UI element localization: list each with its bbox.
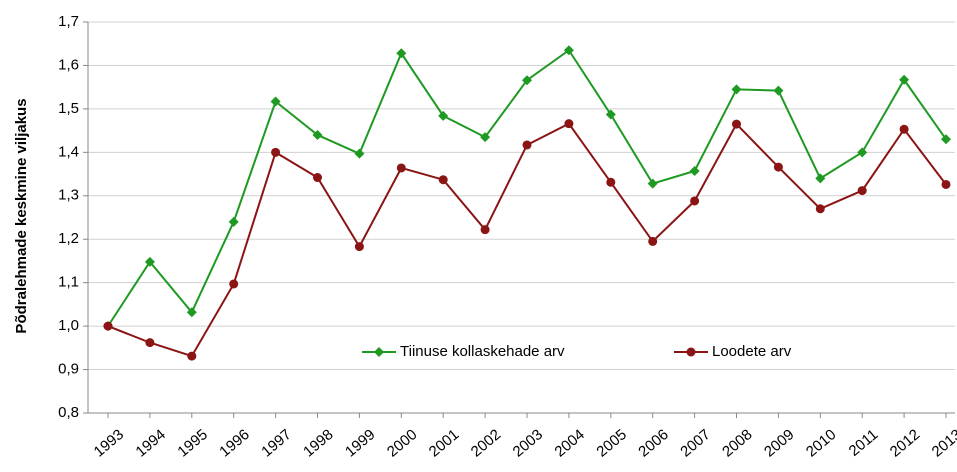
marker [648, 236, 658, 246]
marker [145, 338, 155, 348]
y-tick-label: 1,5 [58, 100, 79, 117]
marker [144, 256, 155, 267]
marker [732, 119, 741, 129]
marker [857, 147, 868, 158]
y-tick-label: 1,7 [58, 13, 79, 30]
marker [941, 179, 951, 189]
marker [773, 162, 783, 172]
x-tick-label: 2013 [929, 426, 957, 460]
marker [815, 173, 826, 184]
marker [354, 242, 364, 252]
marker [229, 279, 239, 289]
y-tick-label: 1,2 [58, 230, 79, 247]
x-tick-label: 1995 [174, 426, 210, 460]
x-tick-label: 2006 [635, 426, 671, 460]
marker [312, 129, 323, 140]
marker [899, 124, 909, 134]
x-tick-label: 2007 [677, 426, 713, 460]
marker [522, 75, 532, 86]
legend-label: Tiinuse kollaskehade arv [400, 343, 565, 360]
x-tick-label: 2008 [719, 426, 755, 460]
y-tick-label: 1,0 [58, 317, 79, 334]
marker [396, 163, 406, 173]
marker [899, 74, 910, 85]
marker [270, 96, 281, 107]
x-tick-label: 2012 [887, 426, 923, 460]
marker [689, 166, 700, 177]
marker [606, 177, 616, 187]
marker [396, 48, 407, 59]
marker [773, 85, 784, 96]
y-tick-label: 0,9 [58, 361, 79, 378]
x-tick-label: 1997 [258, 426, 294, 460]
marker [438, 110, 449, 121]
x-tick-label: 2010 [803, 426, 839, 460]
marker [690, 196, 700, 206]
x-tick-label: 2002 [468, 426, 504, 460]
marker [563, 45, 574, 56]
marker [564, 119, 574, 129]
marker [605, 109, 616, 120]
y-tick-label: 1,1 [58, 274, 79, 291]
x-tick-label: 2009 [761, 426, 797, 460]
marker [480, 132, 491, 143]
marker [354, 148, 365, 159]
marker [186, 307, 197, 318]
marker [731, 84, 742, 95]
legend-label: Loodete arv [712, 343, 792, 360]
x-tick-label: 1998 [300, 426, 336, 460]
marker [815, 204, 825, 214]
marker [374, 347, 384, 357]
marker [647, 178, 658, 189]
marker [686, 347, 696, 357]
marker [941, 134, 951, 145]
marker [438, 175, 448, 185]
x-tick-label: 2003 [510, 426, 546, 460]
marker [313, 173, 322, 183]
marker [271, 147, 281, 157]
y-tick-label: 0,8 [58, 404, 79, 421]
marker [103, 321, 113, 331]
x-tick-label: 2004 [552, 426, 588, 460]
x-tick-label: 2005 [593, 426, 629, 460]
marker [480, 225, 490, 235]
x-tick-label: 1994 [133, 426, 169, 460]
x-tick-label: 2011 [846, 426, 882, 460]
x-tick-label: 2000 [384, 426, 420, 460]
marker [187, 351, 197, 361]
x-tick-label: 2001 [426, 426, 462, 460]
y-tick-label: 1,3 [58, 187, 79, 204]
y-axis-label: Põdralehmade keskmine viljakus [13, 98, 30, 333]
y-tick-label: 1,6 [58, 56, 79, 73]
marker [228, 216, 239, 227]
x-tick-label: 1996 [216, 426, 252, 460]
marker [522, 140, 532, 150]
y-tick-label: 1,4 [58, 143, 79, 160]
marker [857, 186, 867, 196]
series-line [107, 122, 947, 358]
x-tick-label: 1999 [342, 426, 378, 460]
x-tick-label: 1993 [91, 426, 127, 460]
